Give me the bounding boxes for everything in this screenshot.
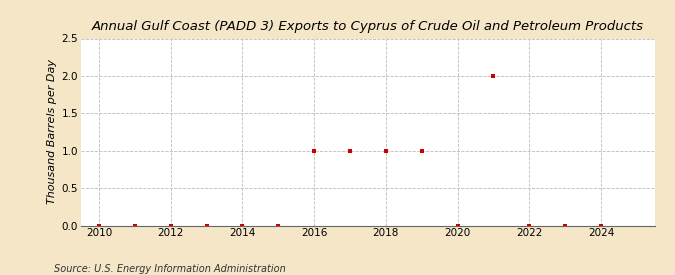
Title: Annual Gulf Coast (PADD 3) Exports to Cyprus of Crude Oil and Petroleum Products: Annual Gulf Coast (PADD 3) Exports to Cy… (92, 20, 644, 33)
Text: Source: U.S. Energy Information Administration: Source: U.S. Energy Information Administ… (54, 264, 286, 274)
Y-axis label: Thousand Barrels per Day: Thousand Barrels per Day (47, 59, 57, 205)
